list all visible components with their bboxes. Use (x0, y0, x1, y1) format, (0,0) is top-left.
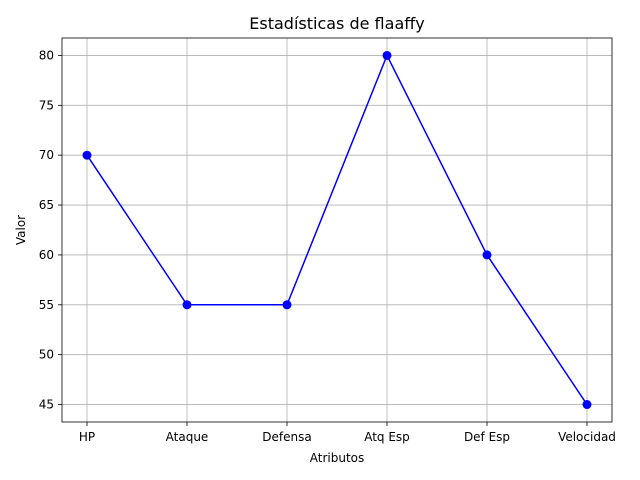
x-tick-label: HP (79, 430, 95, 444)
x-tick-label: Defensa (262, 430, 311, 444)
x-axis-label: Atributos (310, 451, 365, 465)
x-axis: HP Ataque Defensa Atq Esp Def Esp Velocidad (79, 422, 616, 444)
x-tick-label: Def Esp (464, 430, 510, 444)
x-tick-label: Atq Esp (364, 430, 410, 444)
plot-frame (61, 37, 613, 423)
y-tick-label: 45 (39, 398, 54, 412)
data-point (582, 400, 592, 410)
data-point (282, 300, 292, 310)
y-tick-label: 75 (39, 98, 54, 112)
y-axis: 45 50 55 60 65 70 75 80 (39, 48, 62, 412)
y-tick-label: 55 (39, 298, 54, 312)
y-tick-label: 70 (39, 148, 54, 162)
y-tick-label: 65 (39, 198, 54, 212)
x-tick-label: Velocidad (558, 430, 616, 444)
data-point (82, 150, 92, 160)
data-point (382, 50, 392, 60)
series-line (86, 53, 588, 405)
x-tick-label: Ataque (166, 430, 209, 444)
chart-title: Estadísticas de flaaffy (249, 14, 424, 33)
y-axis-label: Valor (14, 215, 28, 245)
grid (62, 38, 612, 422)
data-point (182, 300, 192, 310)
y-tick-label: 60 (39, 248, 54, 262)
y-tick-label: 50 (39, 348, 54, 362)
series-layer (82, 50, 592, 410)
data-point (482, 250, 492, 260)
y-tick-label: 80 (39, 48, 54, 62)
